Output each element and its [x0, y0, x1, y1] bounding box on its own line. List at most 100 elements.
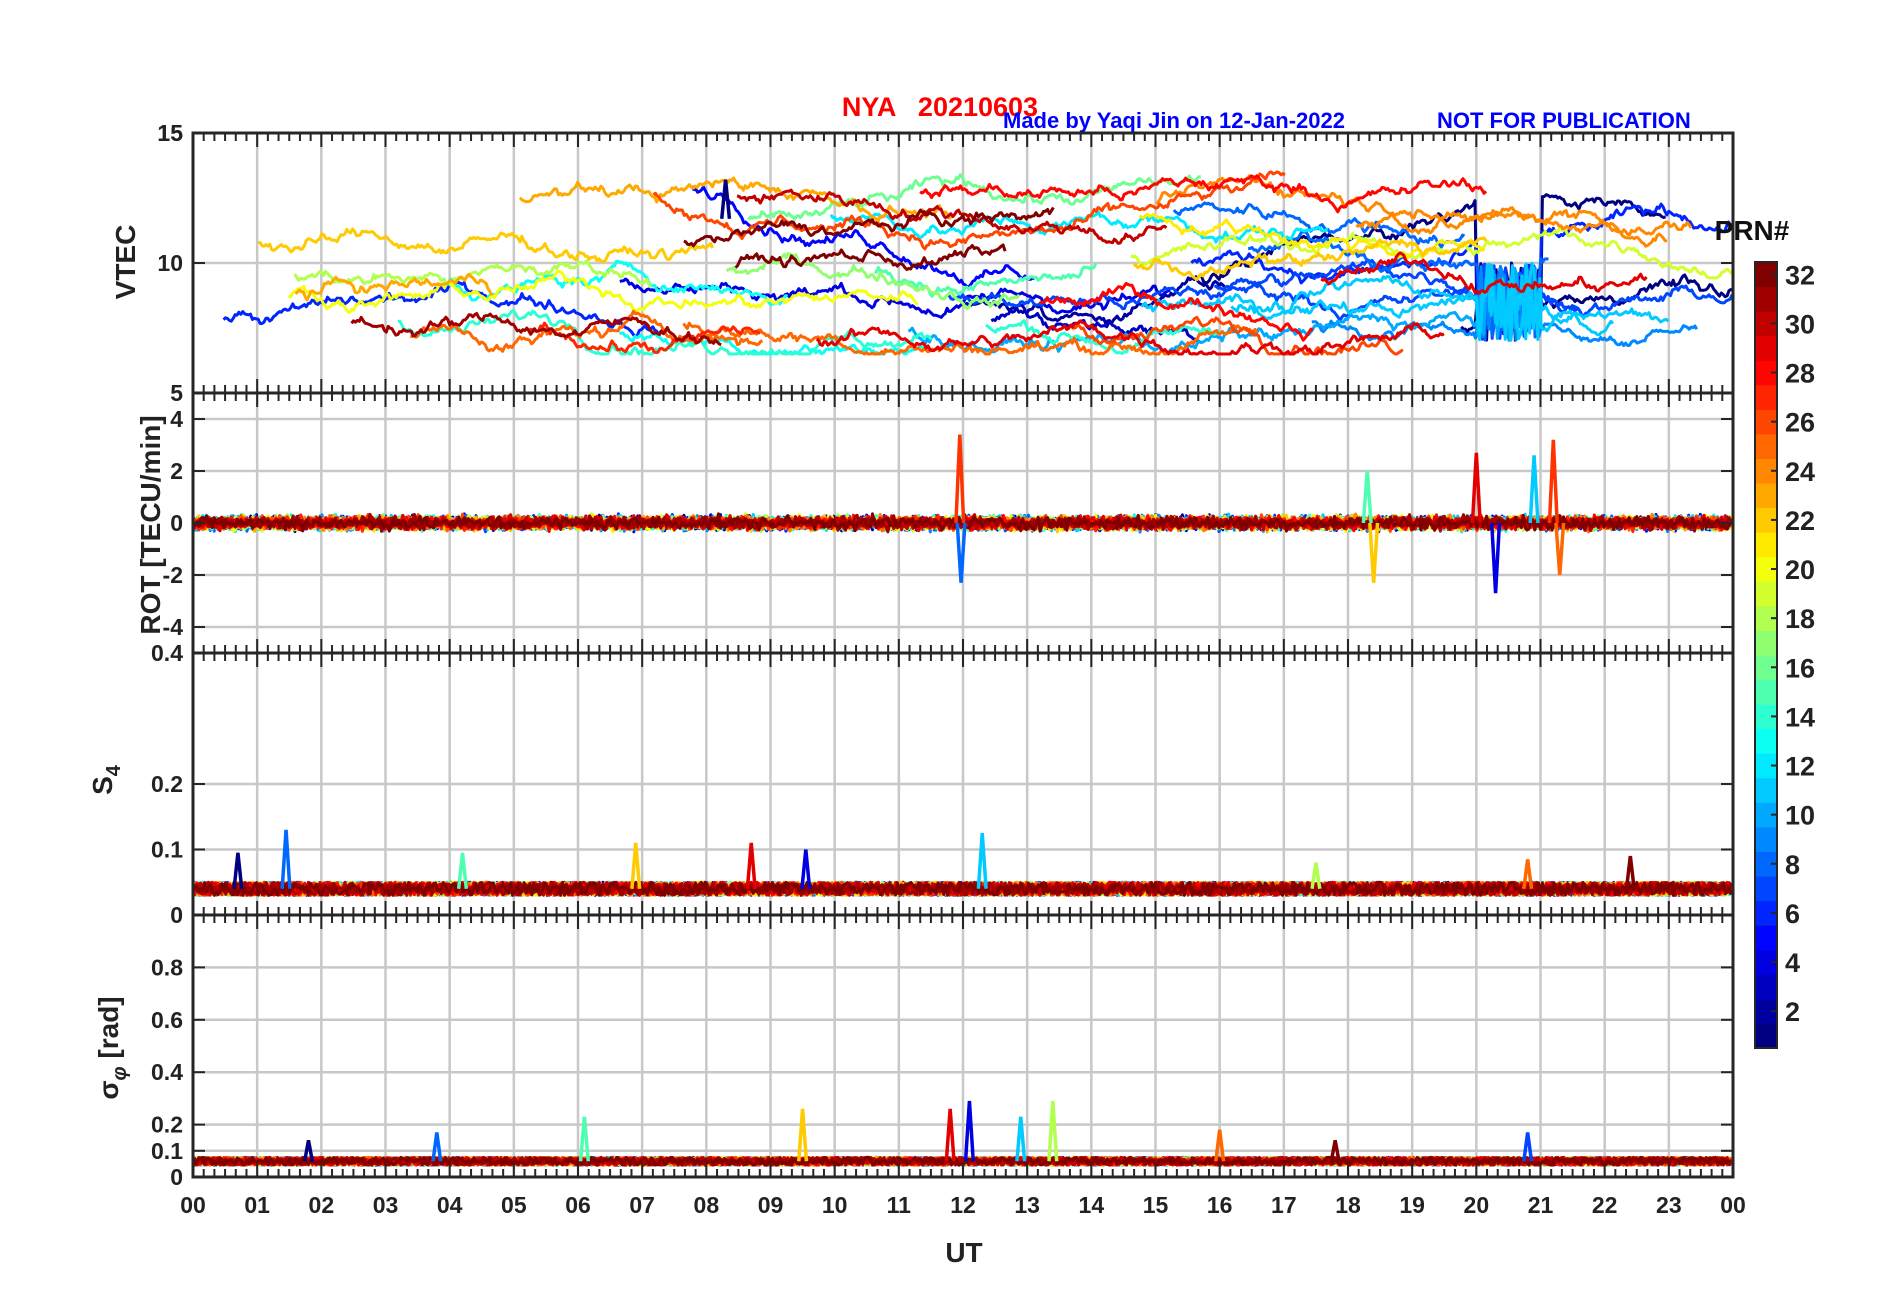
- colorbar-swatch: [1755, 605, 1777, 631]
- y-tick-label: 0.8: [151, 954, 183, 980]
- colorbar-swatch: [1755, 532, 1777, 558]
- colorbar-swatch: [1755, 1023, 1777, 1049]
- x-tick-label: 01: [244, 1192, 270, 1218]
- prn-26-line: [652, 170, 1286, 251]
- prn-23-line: [294, 272, 494, 302]
- spike-mark: [1214, 1129, 1226, 1162]
- prn-30-line: [736, 188, 1168, 245]
- x-tick-label: 18: [1335, 1192, 1361, 1218]
- prn-32-line: [191, 880, 1733, 897]
- colorbar-tick-label: 16: [1785, 653, 1815, 683]
- colorbar-tick-label: 28: [1785, 359, 1815, 389]
- spike-mark: [1554, 522, 1566, 576]
- colorbar-swatch: [1755, 876, 1777, 902]
- prn-16-line: [747, 173, 1201, 221]
- x-tick-label: 04: [437, 1192, 463, 1218]
- spike-mark: [1310, 862, 1322, 890]
- x-tick-label: 17: [1271, 1192, 1297, 1218]
- spike-mark: [456, 852, 469, 889]
- x-tick-label: 12: [950, 1192, 976, 1218]
- spike-mark: [1329, 1140, 1341, 1162]
- x-tick-label: 15: [1143, 1192, 1169, 1218]
- colorbar-frame: [1754, 261, 1778, 1049]
- prn-24-line: [1355, 206, 1693, 237]
- y-tick-label: 15: [157, 120, 183, 146]
- colorbar-tick-label: 4: [1785, 948, 1800, 978]
- colorbar-tick-label: 2: [1785, 997, 1800, 1027]
- prn-8-line: [1248, 229, 1549, 342]
- spike-mark: [796, 1108, 809, 1162]
- spike-mark: [1624, 855, 1636, 890]
- colorbar-swatch: [1755, 556, 1777, 582]
- x-tick-label: 21: [1528, 1192, 1554, 1218]
- colorbar-swatch: [1755, 384, 1777, 410]
- x-tick-label: 13: [1014, 1192, 1040, 1218]
- prn-14-line: [984, 319, 1221, 355]
- spike-mark: [280, 829, 292, 889]
- y-tick-label: 0: [170, 510, 183, 536]
- colorbar-swatch: [1755, 826, 1777, 852]
- prn-21-line: [1138, 212, 1486, 260]
- colorbar-swatch: [1755, 777, 1777, 803]
- rot-ylabel: ROT [TECU/min]: [135, 415, 166, 634]
- colorbar-swatch: [1755, 925, 1777, 951]
- colorbar-swatch: [1755, 409, 1777, 435]
- colorbar-swatch: [1755, 753, 1777, 779]
- colorbar-swatch: [1755, 851, 1777, 877]
- spike-mark: [800, 849, 812, 889]
- colorbar-swatch: [1755, 802, 1777, 828]
- colorbar-tick-label: 18: [1785, 604, 1815, 634]
- x-tick-label: 00: [180, 1192, 206, 1218]
- prn-2-line: [962, 275, 1226, 326]
- colorbar-swatch: [1755, 507, 1777, 533]
- spike-mark: [1489, 522, 1502, 594]
- y-tick-label: -2: [163, 562, 183, 588]
- spike-mark: [1361, 470, 1373, 524]
- colorbar-tick-label: 6: [1785, 899, 1800, 929]
- colorbar-swatch: [1755, 998, 1777, 1024]
- prn-23-line: [518, 176, 952, 223]
- prn-18-line: [293, 258, 653, 289]
- prn-20-line: [287, 269, 919, 314]
- colorbar-swatch: [1755, 900, 1777, 926]
- spike-mark: [578, 1116, 591, 1162]
- colorbar-tick-label: 22: [1785, 506, 1815, 536]
- sigma-phi-panel: 00.10.2 0.4 0.6 0.8: [151, 913, 1735, 1190]
- spike-mark: [963, 1100, 976, 1162]
- spike-mark: [944, 1108, 956, 1162]
- s4-panel: 0 0.1 0.2 0.4: [151, 640, 1735, 928]
- y-tick-label: 0.6: [151, 1007, 183, 1033]
- x-tick-label: 05: [501, 1192, 527, 1218]
- prn-22-line: [1132, 236, 1488, 281]
- prn-28-line: [1038, 281, 1314, 342]
- prn-29-line: [1320, 251, 1648, 295]
- colorbar-swatch: [1755, 458, 1777, 484]
- colorbar-swatch: [1755, 433, 1777, 459]
- prn-6-line: [1190, 202, 1734, 341]
- x-tick-label: 11: [887, 1192, 912, 1218]
- colorbar-swatch: [1755, 679, 1777, 705]
- prn-5-line: [690, 185, 1036, 289]
- x-tick-label: 08: [694, 1192, 720, 1218]
- x-tick-label: 19: [1399, 1192, 1425, 1218]
- colorbar-title: PRN#: [1715, 215, 1790, 246]
- colorbar-swatch: [1755, 949, 1777, 975]
- colorbar-swatch: [1755, 704, 1777, 730]
- x-tick-label: 23: [1656, 1192, 1682, 1218]
- vtec-ylabel: VTEC: [110, 225, 141, 300]
- y-tick-label: 0.1: [151, 837, 183, 863]
- colorbar-tick-label: 14: [1785, 702, 1815, 732]
- colorbar-swatch: [1755, 262, 1777, 288]
- x-tick-label: 22: [1592, 1192, 1618, 1218]
- station-date-title: NYA 20210603: [842, 92, 1038, 122]
- colorbar-swatch: [1755, 974, 1777, 1000]
- colorbar-swatch: [1755, 286, 1777, 312]
- x-tick-label: 09: [758, 1192, 784, 1218]
- x-tick-label: 03: [373, 1192, 399, 1218]
- x-tick-label: 20: [1464, 1192, 1490, 1218]
- spike-mark: [1015, 1116, 1027, 1162]
- colorbar-tick-label: 24: [1785, 457, 1815, 487]
- spike-mark: [745, 842, 757, 889]
